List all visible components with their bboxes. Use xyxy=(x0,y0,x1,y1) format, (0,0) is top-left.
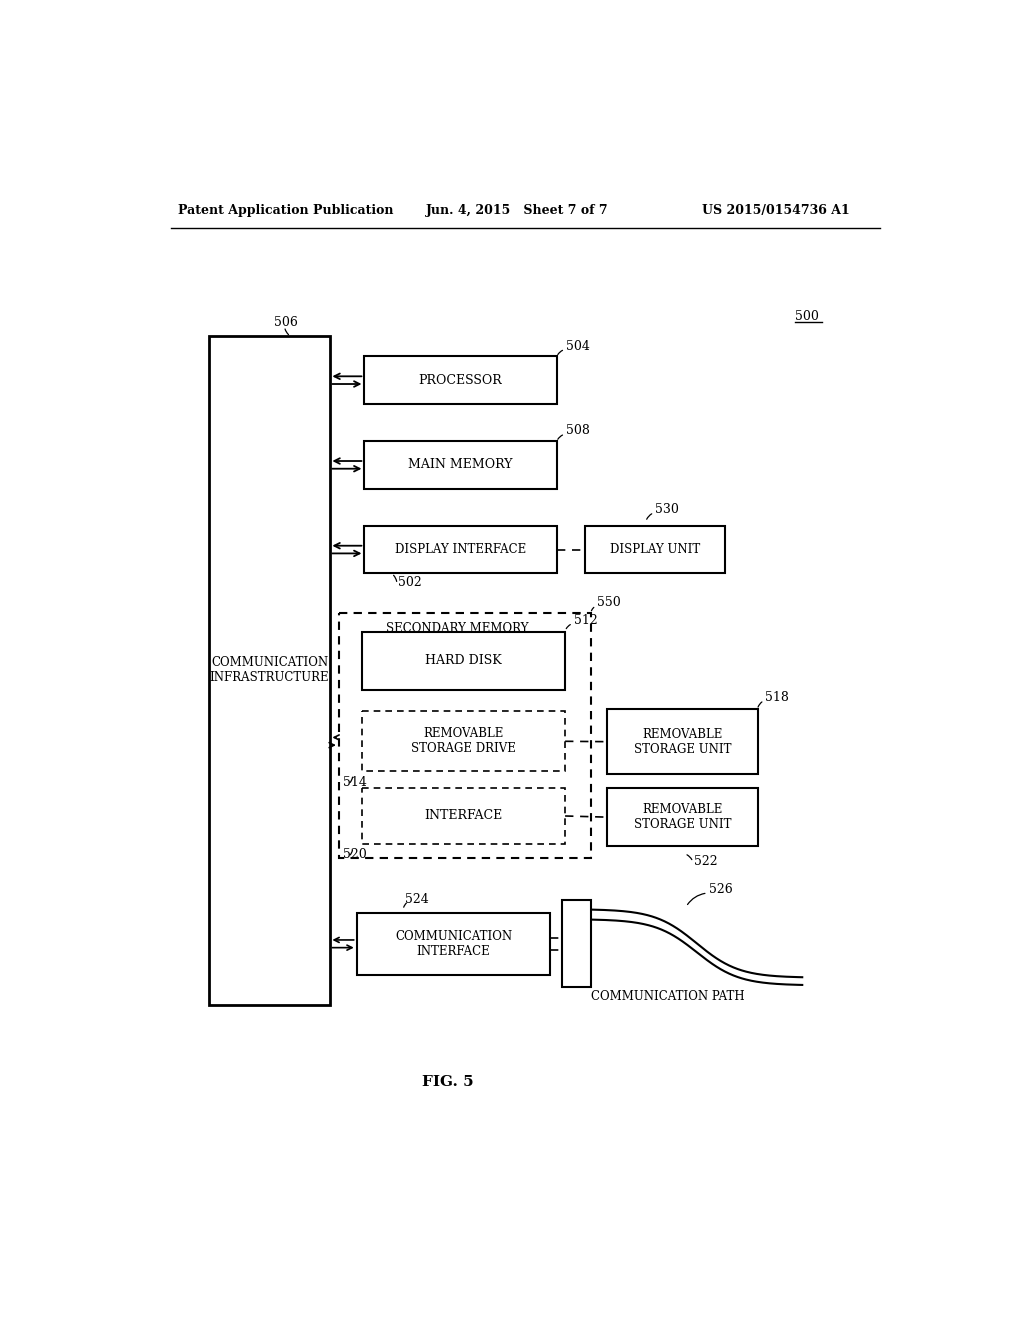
Bar xyxy=(607,709,758,775)
Text: Jun. 4, 2015   Sheet 7 of 7: Jun. 4, 2015 Sheet 7 of 7 xyxy=(426,205,609,218)
Text: 520: 520 xyxy=(343,847,368,861)
Text: DISPLAY INTERFACE: DISPLAY INTERFACE xyxy=(395,543,526,556)
Bar xyxy=(362,632,565,689)
Text: PROCESSOR: PROCESSOR xyxy=(419,374,503,387)
Bar xyxy=(362,788,565,843)
Bar xyxy=(356,913,550,974)
Text: 514: 514 xyxy=(343,776,368,788)
Text: DISPLAY UNIT: DISPLAY UNIT xyxy=(610,543,700,556)
Text: Patent Application Publication: Patent Application Publication xyxy=(178,205,394,218)
Text: SECONDARY MEMORY: SECONDARY MEMORY xyxy=(386,622,528,635)
Bar xyxy=(586,525,725,573)
Text: INTERFACE: INTERFACE xyxy=(425,809,503,822)
Bar xyxy=(209,335,330,1006)
Text: HARD DISK: HARD DISK xyxy=(425,655,502,668)
Bar xyxy=(365,356,557,404)
Bar xyxy=(607,788,758,846)
Text: 524: 524 xyxy=(406,892,429,906)
Text: 526: 526 xyxy=(710,883,733,896)
Text: 508: 508 xyxy=(566,425,590,437)
Text: COMMUNICATION
INTERFACE: COMMUNICATION INTERFACE xyxy=(395,929,512,958)
Text: REMOVABLE
STORAGE DRIVE: REMOVABLE STORAGE DRIVE xyxy=(412,727,516,755)
Text: MAIN MEMORY: MAIN MEMORY xyxy=(409,458,513,471)
Text: COMMUNICATION
INFRASTRUCTURE: COMMUNICATION INFRASTRUCTURE xyxy=(210,656,330,685)
Text: REMOVABLE
STORAGE UNIT: REMOVABLE STORAGE UNIT xyxy=(634,803,731,832)
Text: 504: 504 xyxy=(566,339,590,352)
Text: 518: 518 xyxy=(765,690,788,704)
Bar xyxy=(562,900,592,987)
Text: 502: 502 xyxy=(397,576,422,589)
Bar xyxy=(365,525,557,573)
Bar xyxy=(339,612,591,858)
Text: FIG. 5: FIG. 5 xyxy=(423,1076,474,1089)
Text: 512: 512 xyxy=(573,614,597,627)
Text: 550: 550 xyxy=(597,597,621,610)
Text: 522: 522 xyxy=(693,855,718,869)
Text: COMMUNICATION PATH: COMMUNICATION PATH xyxy=(592,990,745,1003)
Text: REMOVABLE
STORAGE UNIT: REMOVABLE STORAGE UNIT xyxy=(634,727,731,755)
Bar xyxy=(365,441,557,488)
Text: 530: 530 xyxy=(655,503,679,516)
Text: 506: 506 xyxy=(273,315,298,329)
Bar xyxy=(362,711,565,771)
Text: 500: 500 xyxy=(795,310,818,323)
Text: US 2015/0154736 A1: US 2015/0154736 A1 xyxy=(701,205,849,218)
